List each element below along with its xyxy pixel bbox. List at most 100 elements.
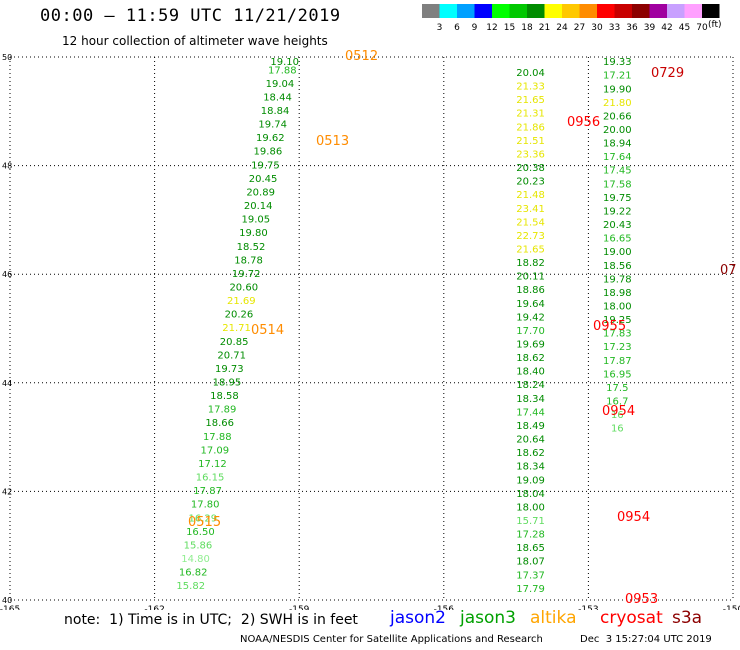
swh-value: 17.09 — [201, 445, 230, 456]
swh-value: 17.28 — [516, 530, 545, 541]
swh-value: 19.73 — [215, 364, 244, 375]
swh-value: 20.14 — [244, 201, 273, 212]
lat-tick-label: 40 — [2, 596, 12, 605]
swh-value: 21.71 — [222, 323, 251, 334]
swh-value: 17.80 — [191, 500, 220, 511]
swh-value: 19.04 — [266, 79, 295, 90]
map-title: 00:00 – 11:59 UTC 11/21/2019 — [40, 6, 341, 26]
colorbar-label: 33 — [609, 23, 620, 33]
swh-value: 19.22 — [603, 206, 632, 217]
swh-value: 16.7 — [606, 397, 628, 408]
colorbar-swatch — [579, 4, 597, 18]
swh-value: 20.85 — [220, 337, 249, 348]
pass-time-label: 0954 — [602, 404, 635, 419]
colorbar-swatch — [474, 4, 492, 18]
colorbar-swatch — [439, 4, 457, 18]
swh-value: 15.86 — [184, 540, 213, 551]
lon-tick-label: -153 — [578, 605, 598, 610]
pass-time-label: 0956 — [567, 115, 600, 130]
swh-value: 17.88 — [268, 65, 297, 76]
colorbar-swatch — [562, 4, 580, 18]
colorbar-swatch — [702, 4, 720, 18]
swh-value: 17.79 — [516, 584, 545, 595]
swh-value: 17.58 — [603, 179, 632, 190]
colorbar-label: 15 — [504, 23, 515, 33]
swh-value: 17.89 — [208, 405, 237, 416]
colorbar-swatch — [422, 4, 440, 18]
swh-value: 16.65 — [603, 234, 632, 245]
swh-value: 20.11 — [516, 272, 545, 283]
swh-value: 17.87 — [603, 356, 632, 367]
swh-value: 17.23 — [603, 342, 632, 353]
swh-value: 20.38 — [516, 163, 545, 174]
swh-value: 23.41 — [516, 204, 545, 215]
legend-cryosat: cryosat — [600, 608, 663, 628]
swh-value: 22.73 — [516, 231, 545, 242]
swh-value: 16.29 — [188, 513, 217, 524]
swh-value: 16 — [611, 424, 624, 435]
swh-value: 18.86 — [516, 285, 545, 296]
lon-tick-label: -159 — [289, 605, 310, 610]
colorbar-label: 70 — [696, 23, 708, 33]
swh-value: 20.66 — [603, 111, 632, 122]
swh-value: 18.98 — [603, 288, 632, 299]
swh-value: 15.71 — [516, 516, 545, 527]
colorbar-label: 18 — [521, 23, 533, 33]
swh-value: 18.56 — [603, 261, 632, 272]
lon-tick-label: -162 — [144, 605, 164, 610]
swh-value: 21.48 — [516, 190, 545, 201]
swh-value: 18.84 — [261, 106, 290, 117]
colorbar-swatch — [509, 4, 527, 18]
lon-tick-label: -165 — [0, 605, 20, 610]
swh-value: 19.42 — [516, 312, 545, 323]
colorbar-label: 39 — [644, 23, 656, 33]
swh-value: 15.82 — [176, 581, 205, 592]
colorbar-swatch — [649, 4, 667, 18]
colorbar-swatch — [597, 4, 615, 18]
swh-value: 19.00 — [603, 247, 632, 258]
swh-value: 18.65 — [516, 543, 545, 554]
swh-value: 21.80 — [603, 98, 632, 109]
swh-value: 17.83 — [603, 329, 632, 340]
swh-value: 18.34 — [516, 462, 545, 473]
credit-line: NOAA/NESDIS Center for Satellite Applica… — [240, 634, 543, 645]
swh-value: 19.72 — [232, 269, 261, 280]
swh-value: 21.69 — [227, 296, 256, 307]
colorbar-label: 42 — [661, 23, 672, 33]
swh-value: 21.86 — [516, 122, 545, 133]
swh-value: 17.12 — [198, 459, 227, 470]
pass-time-label: 0954 — [617, 510, 650, 525]
swh-value: 19.05 — [241, 215, 270, 226]
swh-value: 16.15 — [196, 473, 225, 484]
map-subtitle: 12 hour collection of altimeter wave hei… — [62, 34, 328, 48]
swh-value: 17.45 — [603, 166, 632, 177]
swh-value: 18.40 — [516, 367, 545, 378]
pass-time-label: 0955 — [593, 319, 626, 334]
colorbar-swatch — [544, 4, 562, 18]
pass-time-label: 0515 — [188, 515, 221, 530]
swh-value: 19.90 — [603, 84, 632, 95]
swh-value: 21.54 — [516, 217, 545, 228]
swh-value: 19.25 — [603, 315, 632, 326]
swh-value: 21.33 — [516, 82, 545, 93]
swh-value: 18.00 — [516, 502, 545, 513]
footer-note: note: 1) Time is in UTC; 2) SWH is in fe… — [64, 612, 358, 628]
swh-value: 14.80 — [181, 554, 210, 565]
generated-timestamp: Dec 3 15:27:04 UTC 2019 — [580, 634, 712, 645]
swh-value: 19.09 — [516, 475, 545, 486]
track-jason3-west: 19.1017.8819.0418.4418.8419.7419.6219.86… — [176, 57, 299, 592]
colorbar-units: (ft) — [708, 20, 722, 30]
swh-value: 20.04 — [516, 68, 545, 79]
colorbar-swatch — [632, 4, 650, 18]
swh-value: 18.52 — [237, 242, 266, 253]
swh-value: 19.69 — [516, 340, 545, 351]
swh-value: 18.24 — [516, 380, 545, 391]
swh-value: 17.88 — [203, 432, 232, 443]
swh-value: 18.00 — [603, 301, 632, 312]
pass-time-label: 0512 — [345, 49, 378, 64]
track-altika-middle: 20.04 21.33 21.65 21.31 21.86 21.51 23.36 20.38… — [516, 68, 545, 595]
colorbar-swatch — [667, 4, 685, 18]
swh-value: 19.62 — [256, 133, 285, 144]
swh-value: 20.26 — [225, 310, 254, 321]
swh-value: 21.31 — [516, 109, 545, 120]
